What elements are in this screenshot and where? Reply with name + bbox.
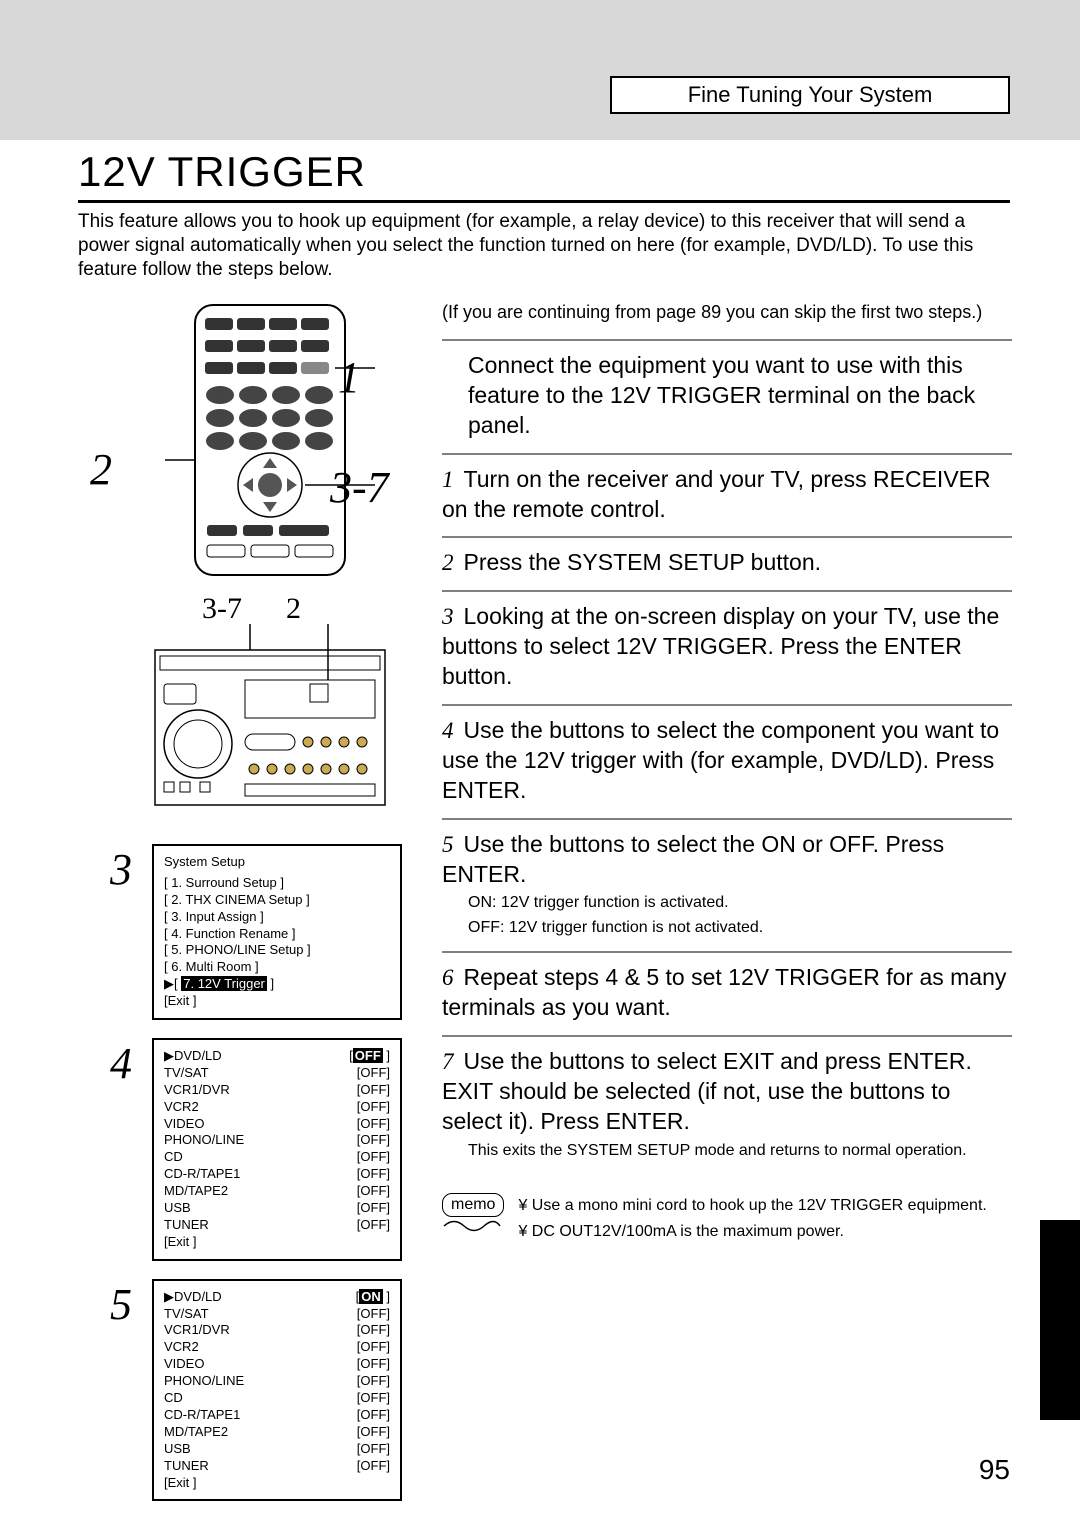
step-7-text: Use the buttons to select EXIT and press… <box>442 1048 972 1134</box>
title-underline <box>78 200 1010 203</box>
screen3-exit: [Exit ] <box>164 993 390 1010</box>
step-6-text: Repeat steps 4 & 5 to set 12V TRIGGER fo… <box>442 964 1006 1020</box>
screen-row: USB[OFF] <box>164 1441 390 1458</box>
screen-row: MD/TAPE2[OFF] <box>164 1183 390 1200</box>
screen3-item: [ 1. Surround Setup ] <box>164 875 390 892</box>
screen-row: CD-R/TAPE1[OFF] <box>164 1407 390 1424</box>
receiver-illustration <box>150 624 390 814</box>
memo-line1: ¥ Use a mono mini cord to hook up the 12… <box>518 1193 986 1219</box>
step-3-text: Looking at the on-screen display on your… <box>442 603 999 689</box>
step-7: 7Use the buttons to select EXIT and pres… <box>442 1035 1012 1173</box>
screen3-item: [ 3. Input Assign ] <box>164 909 390 926</box>
step-3: 3Looking at the on-screen display on you… <box>442 590 1012 704</box>
memo-text: ¥ Use a mono mini cord to hook up the 12… <box>518 1193 986 1244</box>
screen3-selected: ▶[ 7. 12V Trigger ] <box>164 976 390 993</box>
screen-exit: [Exit ] <box>164 1234 390 1251</box>
step-5: 5Use the buttons to select the ON or OFF… <box>442 818 1012 951</box>
device-callout-3-7: 3-7 <box>202 592 242 626</box>
memo-badge: memo <box>442 1193 504 1217</box>
step-num: 2 <box>442 550 454 575</box>
step-6: 6Repeat steps 4 & 5 to set 12V TRIGGER f… <box>442 951 1012 1035</box>
screen-row: TUNER[OFF] <box>164 1217 390 1234</box>
intro-paragraph: This feature allows you to hook up equip… <box>78 210 1010 281</box>
screen3-item: [ 2. THX CINEMA Setup ] <box>164 892 390 909</box>
step-2-text: Press the SYSTEM SETUP button. <box>464 549 822 575</box>
continue-note: (If you are continuing from page 89 you … <box>442 302 1012 323</box>
screen-row: VCR2[OFF] <box>164 1099 390 1116</box>
step-1-text: Turn on the receiver and your TV, press … <box>442 466 991 522</box>
remote-control-illustration <box>165 300 375 580</box>
screen-row: USB[OFF] <box>164 1200 390 1217</box>
step-num: 4 <box>442 718 454 743</box>
screen-system-setup: System Setup [ 1. Surround Setup ] [ 2. … <box>152 844 402 1020</box>
screen3-title: System Setup <box>164 854 390 871</box>
step-pre: Connect the equipment you want to use wi… <box>442 339 1012 453</box>
step-7-sub: This exits the SYSTEM SETUP mode and ret… <box>468 1141 1012 1162</box>
screen-exit: [Exit ] <box>164 1475 390 1492</box>
step-num: 7 <box>442 1049 454 1074</box>
right-column: (If you are continuing from page 89 you … <box>442 302 1012 1245</box>
screen-row: MD/TAPE2[OFF] <box>164 1424 390 1441</box>
section-title-box: Fine Tuning Your System <box>610 76 1010 114</box>
step-5-sub1: ON: 12V trigger function is activated. <box>468 893 1012 914</box>
screen-12v-off: ▶DVD/LD[OFF ]TV/SAT[OFF]VCR1/DVR[OFF]VCR… <box>152 1038 402 1261</box>
step-num: 6 <box>442 965 454 990</box>
screen-row: VIDEO[OFF] <box>164 1356 390 1373</box>
screen-12v-on: ▶DVD/LD[ON ]TV/SAT[OFF]VCR1/DVR[OFF]VCR2… <box>152 1279 402 1502</box>
memo-line2: ¥ DC OUT12V/100mA is the maximum power. <box>518 1219 986 1245</box>
step-4: 4Use the buttons to select the component… <box>442 704 1012 818</box>
callout-4: 4 <box>110 1038 132 1089</box>
screen-row: CD[OFF] <box>164 1390 390 1407</box>
callout-3: 3 <box>110 844 132 895</box>
screen-row: CD-R/TAPE1[OFF] <box>164 1166 390 1183</box>
screen-row: CD[OFF] <box>164 1149 390 1166</box>
page-title: 12V TRIGGER <box>78 148 366 196</box>
step-pre-text: Connect the equipment you want to use wi… <box>442 351 1012 441</box>
device-callout-2: 2 <box>286 592 301 626</box>
memo-icon: memo <box>442 1193 504 1240</box>
step-num: 3 <box>442 604 454 629</box>
screen3-item: [ 5. PHONO/LINE Setup ] <box>164 942 390 959</box>
header-gray-bar <box>0 0 1080 140</box>
screen-row: TUNER[OFF] <box>164 1458 390 1475</box>
screen-row: TV/SAT[OFF] <box>164 1065 390 1082</box>
memo-section: memo ¥ Use a mono mini cord to hook up t… <box>442 1193 1012 1244</box>
step-5-text: Use the buttons to select the ON or OFF.… <box>442 831 944 887</box>
screen3-item: [ 6. Multi Room ] <box>164 959 390 976</box>
screen-row: VCR1/DVR[OFF] <box>164 1322 390 1339</box>
page-number: 95 <box>979 1454 1010 1486</box>
screen-row: PHONO/LINE[OFF] <box>164 1373 390 1390</box>
step-1: 1Turn on the receiver and your TV, press… <box>442 453 1012 537</box>
step-4-text: Use the buttons to select the component … <box>442 717 999 803</box>
callout-1: 1 <box>338 352 360 403</box>
step-num: 1 <box>442 467 454 492</box>
section-title: Fine Tuning Your System <box>688 82 933 107</box>
step-num: 5 <box>442 832 454 857</box>
step-2: 2 Press the SYSTEM SETUP button. <box>442 536 1012 590</box>
screen-row: PHONO/LINE[OFF] <box>164 1132 390 1149</box>
screen-row: VIDEO[OFF] <box>164 1116 390 1133</box>
screen-row: VCR2[OFF] <box>164 1339 390 1356</box>
step-5-sub2: OFF: 12V trigger function is not activat… <box>468 918 1012 939</box>
memo-wave-icon <box>442 1217 502 1235</box>
screen-row: VCR1/DVR[OFF] <box>164 1082 390 1099</box>
side-black-tab <box>1040 1220 1080 1420</box>
callout-3-7: 3-7 <box>330 462 389 513</box>
callout-2: 2 <box>90 444 112 495</box>
screen-row: TV/SAT[OFF] <box>164 1306 390 1323</box>
callout-5: 5 <box>110 1279 132 1330</box>
screen-row: ▶DVD/LD[OFF ] <box>164 1048 390 1065</box>
screen3-item: [ 4. Function Rename ] <box>164 926 390 943</box>
screen-row: ▶DVD/LD[ON ] <box>164 1289 390 1306</box>
